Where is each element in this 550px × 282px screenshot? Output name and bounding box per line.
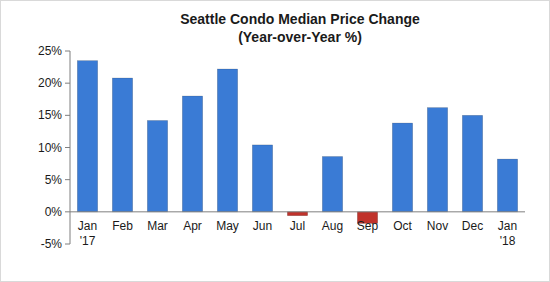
y-axis [70,51,71,244]
x-tick-label: Oct [393,219,412,233]
x-tick-label: Jan'18 [498,219,517,248]
x-tick-label: Sep [357,219,379,233]
chart-container: Seattle Condo Median Price Change (Year-o… [0,0,550,282]
y-tick [65,147,70,148]
bar [392,123,412,212]
bar [287,212,307,216]
bar [427,108,447,212]
x-tick-label: Jul [290,219,305,233]
x-tick-label: Nov [427,219,448,233]
x-tick-label: Aug [322,219,343,233]
y-tick [65,244,70,245]
bar [322,157,342,212]
y-tick-label: 5% [45,173,63,187]
chart: Seattle Condo Median Price Change (Year-o… [0,0,550,282]
bar [252,145,272,212]
y-tick [65,179,70,180]
y-tick-label: 25% [38,44,62,58]
x-range-edge [70,244,525,245]
y-tick-label: 20% [38,76,62,90]
bar [182,96,202,212]
y-tick-label: 10% [38,141,62,155]
bars [77,61,517,224]
y-tick [65,51,70,52]
y-tick [65,211,70,212]
y-tick [65,83,70,84]
bar [497,159,517,212]
x-tick-label: Feb [112,219,133,233]
bar [462,115,482,212]
y-tick [65,115,70,116]
x-tick-label: Dec [462,219,483,233]
bar [147,120,167,211]
x-tick-label: Jun [253,219,272,233]
y-tick-label: -5% [41,237,63,251]
title: Seattle Condo Median Price Change [180,11,420,27]
x-tick-label: Mar [147,219,168,233]
y-tick-label: 15% [38,108,62,122]
bar [77,61,97,212]
x-tick-label: May [216,219,239,233]
bar [112,78,132,212]
subtitle: (Year-over-Year %) [238,29,362,45]
y-tick-label: 0% [45,205,63,219]
chart-border [1,1,550,282]
x-tick-label: Apr [183,219,202,233]
x-tick-label: Jan'17 [78,219,97,248]
x-axis [70,211,525,212]
bar [217,69,237,212]
